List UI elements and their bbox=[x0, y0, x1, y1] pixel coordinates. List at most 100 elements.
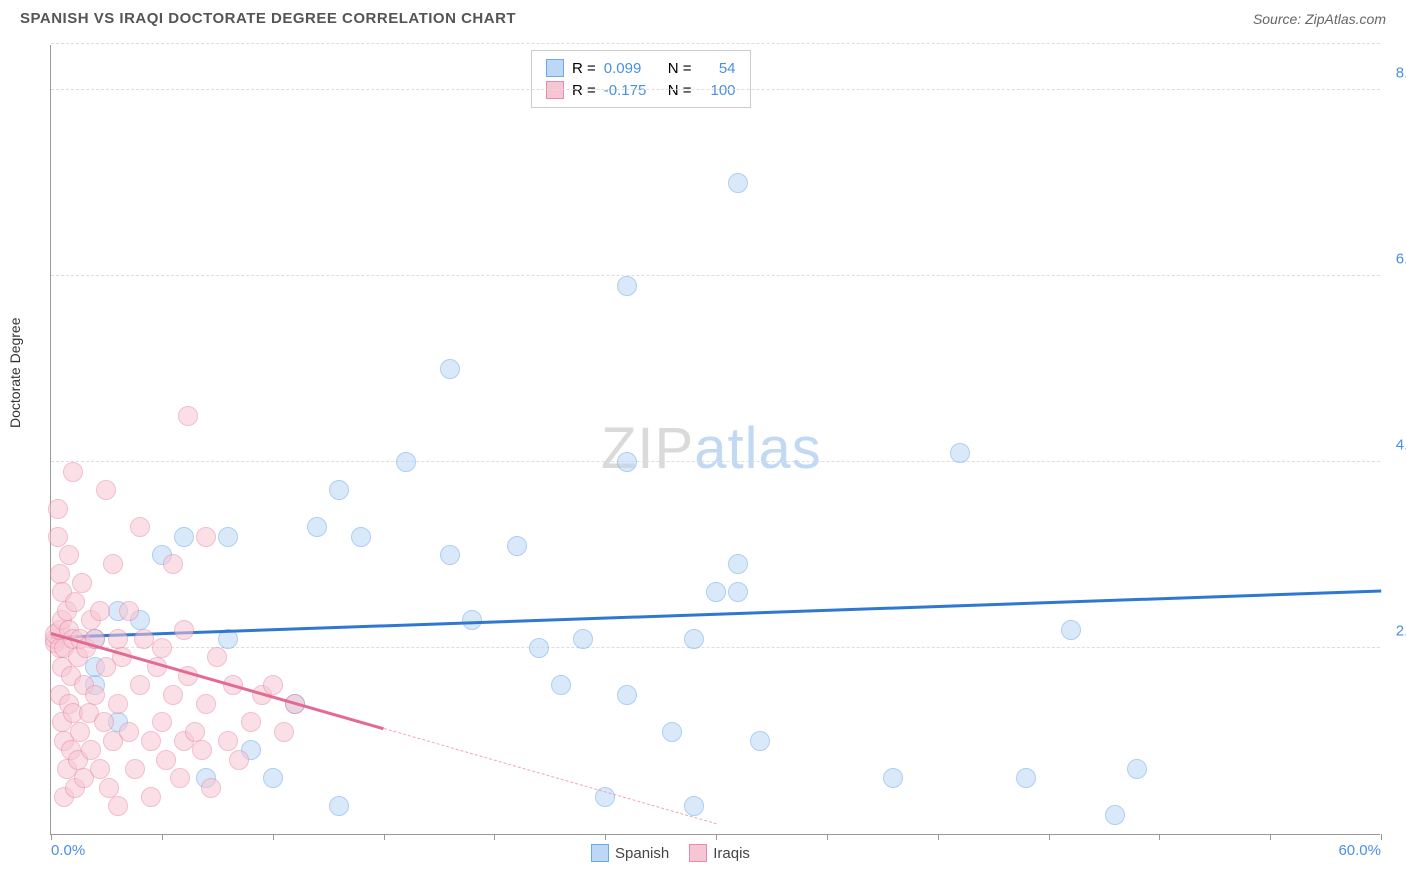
x-tick bbox=[384, 834, 385, 840]
data-point bbox=[440, 359, 460, 379]
data-point bbox=[185, 722, 205, 742]
data-point bbox=[229, 750, 249, 770]
data-point bbox=[108, 694, 128, 714]
data-point bbox=[48, 499, 68, 519]
data-point bbox=[81, 740, 101, 760]
y-tick-label: 6.0% bbox=[1385, 251, 1406, 268]
legend-label-spanish: Spanish bbox=[615, 845, 669, 862]
data-point bbox=[99, 778, 119, 798]
x-tick-label: 0.0% bbox=[51, 842, 85, 859]
data-point bbox=[85, 685, 105, 705]
data-point bbox=[163, 685, 183, 705]
data-point bbox=[684, 629, 704, 649]
x-tick bbox=[494, 834, 495, 840]
watermark-atlas: atlas bbox=[694, 416, 822, 481]
data-point bbox=[551, 675, 571, 695]
data-point bbox=[196, 694, 216, 714]
data-point bbox=[1061, 620, 1081, 640]
x-tick bbox=[1159, 834, 1160, 840]
n-value-spanish: 54 bbox=[700, 60, 736, 77]
y-axis-label: Doctorate Degree bbox=[7, 317, 23, 428]
x-tick bbox=[1381, 834, 1382, 840]
data-point bbox=[396, 452, 416, 472]
data-point bbox=[192, 740, 212, 760]
data-point bbox=[119, 601, 139, 621]
data-point bbox=[440, 545, 460, 565]
data-point bbox=[1105, 805, 1125, 825]
data-point bbox=[201, 778, 221, 798]
data-point bbox=[130, 517, 150, 537]
data-point bbox=[96, 480, 116, 500]
chart-title: SPANISH VS IRAQI DOCTORATE DEGREE CORREL… bbox=[20, 10, 516, 27]
gridline-h bbox=[51, 43, 1380, 44]
swatch-spanish bbox=[546, 59, 564, 77]
x-tick bbox=[938, 834, 939, 840]
swatch-iraqis-icon bbox=[689, 844, 707, 862]
data-point bbox=[72, 573, 92, 593]
data-point bbox=[351, 527, 371, 547]
r-value-spanish: 0.099 bbox=[604, 60, 660, 77]
data-point bbox=[218, 731, 238, 751]
legend-item-iraqis: Iraqis bbox=[689, 844, 750, 862]
y-tick-label: 2.0% bbox=[1385, 623, 1406, 640]
data-point bbox=[706, 582, 726, 602]
data-point bbox=[63, 462, 83, 482]
data-point bbox=[241, 712, 261, 732]
data-point bbox=[90, 759, 110, 779]
swatch-spanish-icon bbox=[591, 844, 609, 862]
watermark-zip: ZIP bbox=[601, 416, 694, 481]
data-point bbox=[90, 601, 110, 621]
data-point bbox=[196, 527, 216, 547]
y-tick-label: 8.0% bbox=[1385, 65, 1406, 82]
x-tick bbox=[1049, 834, 1050, 840]
data-point bbox=[728, 582, 748, 602]
legend-row-spanish: R = 0.099 N = 54 bbox=[546, 57, 736, 79]
data-point bbox=[108, 629, 128, 649]
x-tick bbox=[162, 834, 163, 840]
data-point bbox=[507, 536, 527, 556]
y-tick-label: 4.0% bbox=[1385, 437, 1406, 454]
data-point bbox=[207, 647, 227, 667]
data-point bbox=[48, 527, 68, 547]
data-point bbox=[662, 722, 682, 742]
data-point bbox=[750, 731, 770, 751]
gridline-h bbox=[51, 461, 1380, 462]
r-label: R = bbox=[572, 60, 596, 77]
data-point bbox=[152, 712, 172, 732]
x-tick bbox=[605, 834, 606, 840]
data-point bbox=[103, 554, 123, 574]
data-point bbox=[684, 796, 704, 816]
data-point bbox=[174, 620, 194, 640]
data-point bbox=[329, 480, 349, 500]
data-point bbox=[329, 796, 349, 816]
data-point bbox=[274, 722, 294, 742]
data-point bbox=[883, 768, 903, 788]
x-tick bbox=[1270, 834, 1271, 840]
x-tick bbox=[51, 834, 52, 840]
x-tick bbox=[716, 834, 717, 840]
data-point bbox=[108, 796, 128, 816]
data-point bbox=[94, 712, 114, 732]
data-point bbox=[573, 629, 593, 649]
scatter-chart: ZIPatlas R = 0.099 N = 54 R = -0.175 N =… bbox=[50, 45, 1380, 835]
x-tick bbox=[827, 834, 828, 840]
data-point bbox=[263, 768, 283, 788]
legend-correlation: R = 0.099 N = 54 R = -0.175 N = 100 bbox=[531, 50, 751, 108]
data-point bbox=[70, 722, 90, 742]
source-label: Source: ZipAtlas.com bbox=[1253, 11, 1386, 27]
data-point bbox=[141, 731, 161, 751]
data-point bbox=[529, 638, 549, 658]
data-point bbox=[1127, 759, 1147, 779]
data-point bbox=[141, 787, 161, 807]
data-point bbox=[218, 527, 238, 547]
watermark: ZIPatlas bbox=[601, 415, 822, 482]
data-point bbox=[728, 554, 748, 574]
data-point bbox=[617, 276, 637, 296]
x-tick-label: 60.0% bbox=[1338, 842, 1381, 859]
data-point bbox=[178, 406, 198, 426]
data-point bbox=[65, 592, 85, 612]
data-point bbox=[263, 675, 283, 695]
data-point bbox=[617, 452, 637, 472]
data-point bbox=[125, 759, 145, 779]
legend-item-spanish: Spanish bbox=[591, 844, 669, 862]
